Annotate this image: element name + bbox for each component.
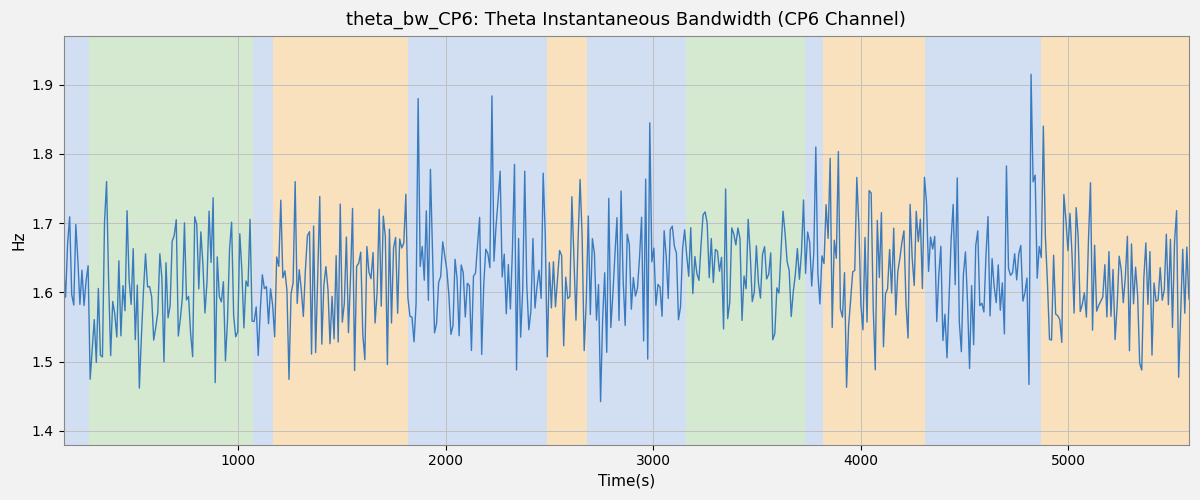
Y-axis label: Hz: Hz bbox=[11, 230, 26, 250]
Bar bbox=[1042, 36, 1189, 445]
Bar bbox=[686, 36, 805, 445]
Bar bbox=[823, 36, 925, 445]
Bar bbox=[90, 36, 253, 445]
X-axis label: Time(s): Time(s) bbox=[598, 474, 655, 489]
Bar bbox=[547, 36, 587, 445]
Bar bbox=[253, 36, 274, 445]
Title: theta_bw_CP6: Theta Instantaneous Bandwidth (CP6 Channel): theta_bw_CP6: Theta Instantaneous Bandwi… bbox=[347, 11, 906, 30]
Bar bbox=[670, 36, 686, 445]
Bar bbox=[587, 36, 670, 445]
Bar bbox=[274, 36, 408, 445]
Bar bbox=[408, 36, 547, 445]
Bar bbox=[805, 36, 823, 445]
Bar bbox=[64, 36, 90, 445]
Bar bbox=[925, 36, 1042, 445]
